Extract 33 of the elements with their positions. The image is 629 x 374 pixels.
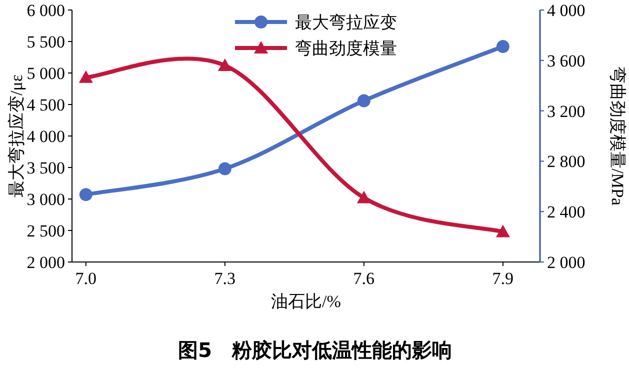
point [79, 188, 92, 202]
point [356, 190, 371, 204]
y2-axis-title: 弯曲劲度模量/MPa [608, 66, 627, 206]
point [78, 70, 93, 83]
y-tick-label: 5 000 [26, 64, 65, 83]
point [357, 94, 370, 108]
x-axis-title: 油石比/% [271, 292, 341, 311]
y-tick-label: 3 500 [26, 158, 65, 178]
legend-label: 弯曲劲度模量 [295, 39, 397, 58]
y2-tick-label: 2 800 [547, 152, 586, 172]
point [496, 40, 510, 54]
y-tick-label: 2 500 [26, 222, 65, 240]
y-tick-label: 4 000 [26, 127, 65, 146]
y-tick-label: 3 000 [26, 190, 65, 209]
legend-label: 最大弯拉应变 [295, 13, 397, 32]
y2-tick-label: 3 600 [547, 51, 586, 70]
x-tick-label: 7.9 [492, 269, 514, 288]
x-tick-label: 7.0 [75, 269, 97, 288]
y2-tick-label: 2 400 [547, 202, 586, 222]
y-tick-label: 6 000 [26, 1, 65, 20]
y-tick-label: 2 000 [26, 253, 65, 272]
point [496, 224, 510, 238]
x-tick-label: 7.3 [214, 269, 236, 288]
y2-tick-label: 2 000 [547, 253, 586, 272]
y-axis-title: 最大弯拉应变/με [7, 74, 26, 198]
point [218, 162, 232, 176]
y2-tick-label: 4 000 [547, 1, 586, 20]
point [218, 58, 232, 71]
y-tick-label: 5 500 [26, 32, 65, 52]
y-tick-label: 4 500 [26, 96, 65, 114]
y2-tick-label: 3 200 [547, 102, 586, 121]
text: 图5 粉胶比对低温性能的影响 [178, 338, 452, 362]
x-tick-label: 7.6 [353, 269, 375, 288]
